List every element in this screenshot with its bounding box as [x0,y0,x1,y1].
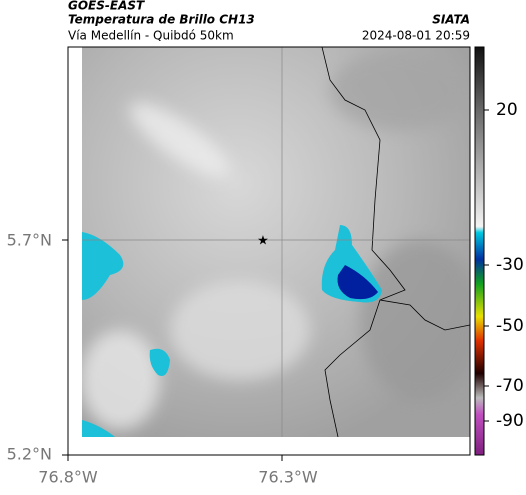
frame [67,46,471,456]
satellite-image: ★ [82,47,470,437]
colorbar-label: -50 [496,316,524,336]
region: Vía Medellín - Quibdó 50km [68,29,234,43]
colorbar-label: 20 [496,100,518,120]
colorbar-label: -90 [496,411,524,431]
lat-label: 5.2°N [7,445,52,464]
colorbar [474,46,485,456]
lon-label: 76.3°W [258,468,318,487]
lat-label: 5.7°N [7,231,52,250]
org: SIATA [432,13,470,27]
colorbar-label: -70 [496,376,524,396]
svg-text:★: ★ [257,234,269,249]
timestamp: 2024-08-01 20:59 [362,29,470,43]
lon-label: 76.8°W [38,468,98,487]
satellite: GOES-EAST [68,0,145,13]
colorbar-label: -30 [496,255,524,275]
product: Temperatura de Brillo CH13 [68,13,255,27]
